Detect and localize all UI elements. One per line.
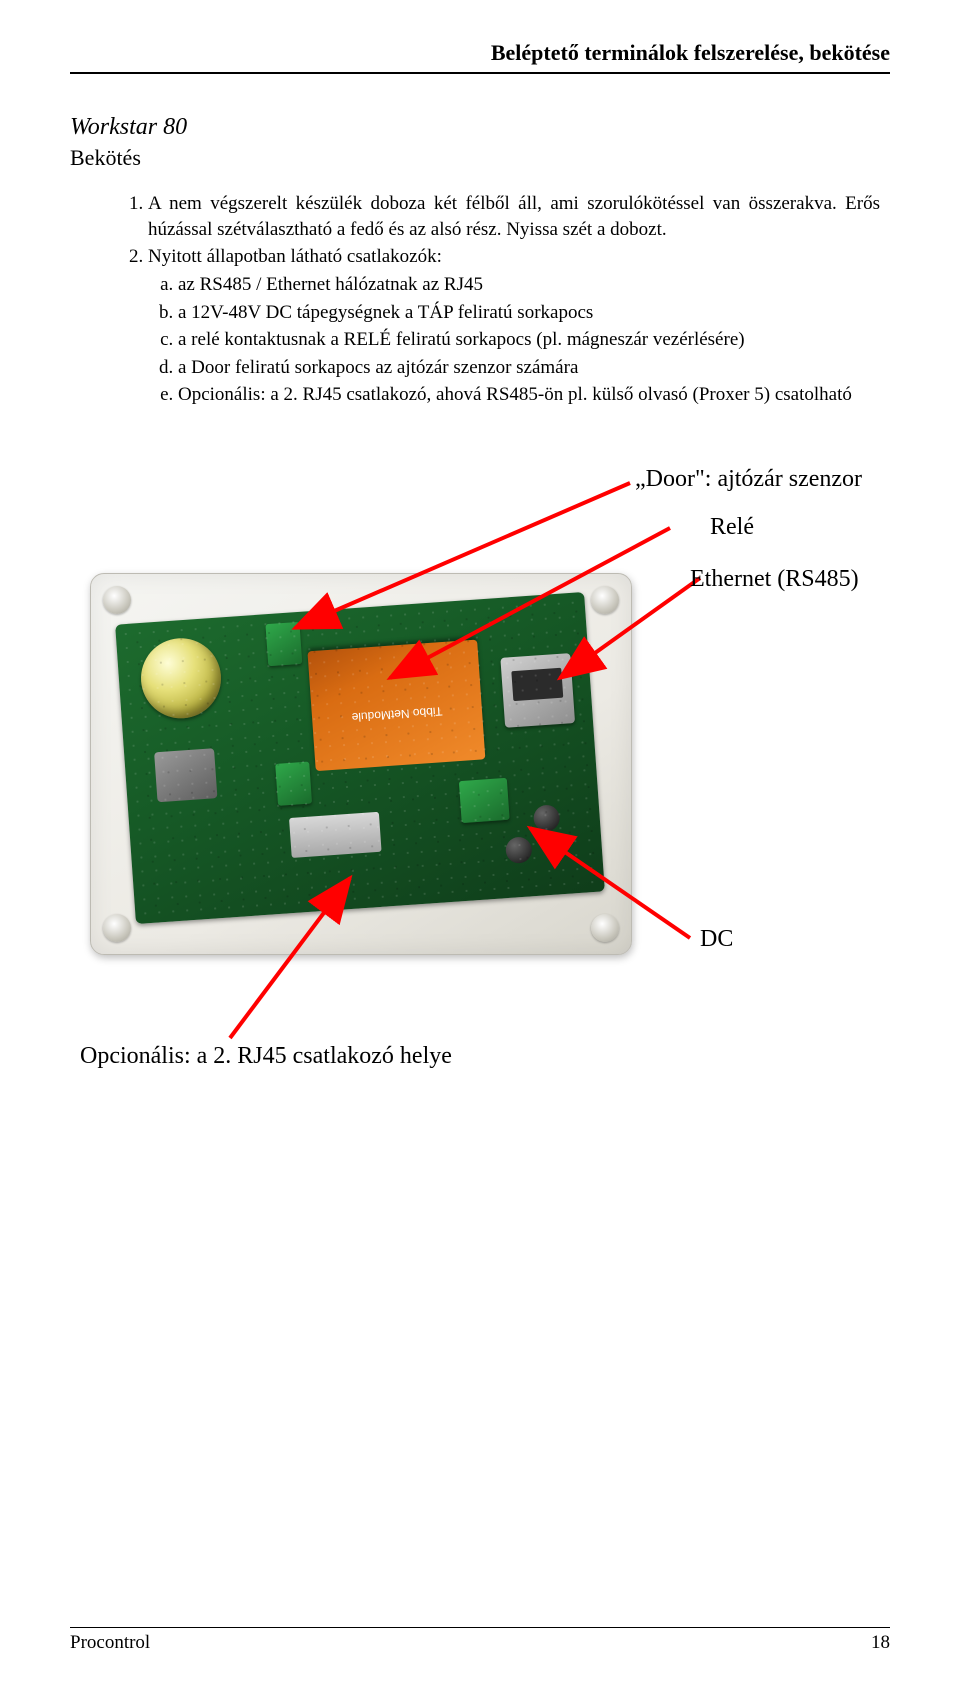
footer-left: Procontrol bbox=[70, 1632, 150, 1654]
list-item-1: A nem végszerelt készülék doboza két fél… bbox=[148, 191, 880, 242]
callout-opt: Opcionális: a 2. RJ45 csatlakozó helye bbox=[80, 1043, 452, 1070]
coin-battery bbox=[138, 636, 223, 721]
list-item-2-text: Nyitott állapotban látható csatlakozók: bbox=[148, 246, 442, 267]
list-sub-d: a Door feliratú sorkapocs az ajtózár sze… bbox=[178, 355, 880, 381]
document-page: Beléptető terminálok felszerelése, beköt… bbox=[0, 0, 960, 1682]
relay-module: Tibbo NetModule bbox=[307, 640, 485, 772]
callout-rele: Relé bbox=[710, 514, 754, 541]
screw-post bbox=[103, 914, 131, 942]
screw-post bbox=[591, 586, 619, 614]
terminal-rele bbox=[275, 762, 312, 806]
page-footer: Procontrol 18 bbox=[70, 1627, 890, 1654]
list-sub-e: Opcionális: a 2. RJ45 csatlakozó, ahová … bbox=[178, 382, 880, 408]
pcb-board: Tibbo NetModule bbox=[115, 592, 605, 924]
callout-dc: DC bbox=[700, 926, 733, 953]
buzzer bbox=[154, 748, 217, 802]
ic-chip bbox=[289, 812, 382, 858]
capacitor bbox=[505, 836, 533, 864]
callout-eth: Ethernet (RS485) bbox=[690, 566, 859, 593]
terminal-dc bbox=[459, 778, 510, 823]
page-header-title: Beléptető terminálok felszerelése, beköt… bbox=[70, 40, 890, 66]
footer-right: 18 bbox=[871, 1632, 890, 1654]
terminal-door bbox=[265, 622, 302, 666]
callout-door: „Door": ajtózár szenzor bbox=[635, 466, 862, 493]
wiring-diagram-figure: Tibbo NetModule bbox=[70, 458, 890, 1108]
instructions-block: A nem végszerelt készülék doboza két fél… bbox=[120, 191, 880, 408]
section-subtitle: Bekötés bbox=[70, 145, 890, 171]
capacitor bbox=[533, 804, 561, 832]
rj45-socket bbox=[500, 653, 575, 728]
header-rule bbox=[70, 72, 890, 74]
list-item-2: Nyitott állapotban látható csatlakozók: … bbox=[148, 244, 880, 408]
list-sub-a: az RS485 / Ethernet hálózatnak az RJ45 bbox=[178, 272, 880, 298]
screw-post bbox=[103, 586, 131, 614]
screw-post bbox=[591, 914, 619, 942]
footer-rule bbox=[70, 1627, 890, 1628]
list-sub-b: a 12V-48V DC tápegységnek a TÁP feliratú… bbox=[178, 300, 880, 326]
list-sub-c: a relé kontaktusnak a RELÉ feliratú sork… bbox=[178, 327, 880, 353]
section-title: Workstar 80 bbox=[70, 114, 890, 141]
